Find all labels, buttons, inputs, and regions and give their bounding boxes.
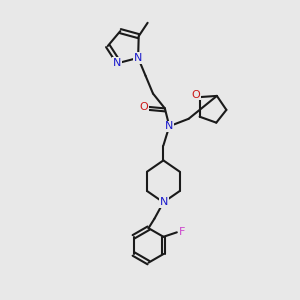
Text: O: O — [192, 90, 200, 100]
Text: N: N — [113, 58, 122, 68]
Text: N: N — [160, 197, 168, 207]
Text: N: N — [165, 121, 173, 131]
Text: F: F — [179, 227, 185, 237]
Text: O: O — [140, 102, 148, 112]
Text: N: N — [134, 53, 142, 63]
